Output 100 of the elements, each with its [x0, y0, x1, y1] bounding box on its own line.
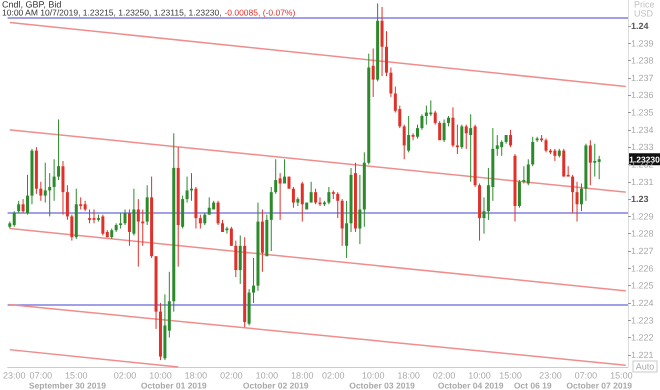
y-tick-label: 1.229	[631, 211, 654, 222]
candlestick	[314, 188, 318, 205]
candlestick	[580, 183, 583, 212]
candlestick	[186, 176, 189, 204]
y-tick-label: 1.238	[631, 56, 654, 66]
text: Oct 06 19	[514, 380, 552, 390]
text: October 04 2019	[438, 380, 504, 390]
text: October 02 2019	[242, 380, 309, 390]
candlestick	[464, 124, 468, 150]
y-tick-label: 1.24	[631, 20, 649, 31]
candlestick	[336, 192, 340, 219]
candlestick	[389, 67, 392, 98]
candlestick	[26, 174, 30, 216]
text: 10:00 AM 10/7/2019, 1.23215, 1.23250, 1.23115, 1.23230, -0.00085, (-0.07%)	[2, 8, 296, 18]
candlestick	[124, 208, 127, 226]
candlestick	[576, 181, 579, 222]
y-tick-label: 1.234	[631, 124, 654, 135]
candlestick	[278, 172, 282, 220]
candlestick	[39, 181, 42, 202]
x-tick-label: 18:00	[184, 370, 208, 380]
candlestick	[345, 200, 348, 258]
candlestick	[136, 198, 140, 268]
candlestick	[283, 158, 286, 184]
y-tick-label: 1.221	[631, 350, 654, 360]
candlestick	[88, 208, 92, 224]
candlestick	[544, 138, 548, 153]
x-tick-label: 07:00	[30, 370, 52, 380]
x-tick-label: 10:00	[256, 370, 278, 380]
candlestick	[438, 120, 442, 141]
candlestick	[416, 124, 420, 139]
text: October 07 2019	[566, 380, 632, 390]
text: Auto	[636, 362, 654, 372]
chart-title: Cndl, GBP, Bid	[2, 0, 62, 10]
y-tick-label: 1.228	[631, 228, 654, 239]
candlestick	[44, 162, 47, 204]
candlestick	[434, 110, 437, 126]
candlestick	[496, 134, 499, 156]
y-tick-label: 1.23	[631, 194, 649, 204]
y-tick-label: 1.226	[631, 263, 654, 274]
y-tick-label: 1.237	[631, 72, 654, 83]
candlestick	[208, 196, 211, 216]
candlestick	[221, 219, 224, 232]
candlestick	[407, 115, 410, 153]
candlestick	[526, 158, 530, 186]
candlestick	[598, 155, 601, 180]
x-tick-label: 10:00	[468, 370, 491, 380]
x-tick-label: 02:00	[220, 370, 243, 380]
x-tick-label: 07:00	[574, 370, 598, 380]
candlestick	[110, 228, 114, 240]
candlestick	[22, 198, 25, 214]
candlestick	[216, 200, 220, 226]
y-tick-label: 1.222	[631, 332, 654, 343]
candlestick	[230, 226, 233, 246]
candlestick	[292, 186, 295, 208]
candlestick	[588, 140, 592, 186]
text: October 03 2019	[349, 380, 416, 390]
y-tick-label: 1.223	[631, 315, 654, 326]
candlestick	[52, 158, 56, 202]
candlestick	[571, 174, 574, 214]
candlestick	[128, 208, 131, 246]
y-tick-label: 1.236	[631, 90, 654, 100]
candlestick	[509, 129, 512, 148]
candlestick	[17, 200, 20, 214]
candlestick	[482, 196, 486, 234]
candlestick	[460, 124, 464, 150]
y-tick-label: 1.224	[631, 298, 654, 308]
y-tick-label: 1.227	[631, 246, 654, 256]
candlestick	[531, 136, 534, 167]
candlestick	[442, 118, 446, 142]
x-tick-label: 02:00	[114, 370, 136, 380]
candlestick	[252, 257, 256, 304]
candlestick	[553, 148, 556, 162]
x-tick-label: 02:00	[322, 370, 345, 380]
candlestick	[190, 172, 193, 202]
candlestick	[500, 140, 504, 156]
candlestick	[469, 114, 472, 182]
x-tick-label: 23:00	[2, 370, 26, 380]
x-tick-label: 15:00	[499, 370, 522, 380]
candlestick	[274, 158, 278, 194]
candlestick	[420, 114, 424, 130]
x-tick-label: 15:00	[610, 370, 633, 380]
candlestick	[372, 48, 375, 98]
y-tick-label: 1.233	[631, 142, 654, 152]
candlestick	[12, 210, 16, 228]
y-tick-label: 1.225	[631, 280, 654, 291]
y-tick-label: 1.235	[631, 108, 654, 118]
x-tick-label: 02:00	[432, 370, 456, 380]
text: October 01 2019	[140, 380, 207, 390]
x-tick-label: 15:00	[65, 370, 88, 380]
candlestick	[70, 214, 74, 242]
candlestick	[402, 124, 406, 160]
x-tick-label: 10:00	[149, 370, 172, 380]
candlestick	[429, 100, 432, 116]
candlestick	[57, 118, 60, 181]
x-tick-label: 23:00	[539, 370, 562, 380]
x-tick-label: 18:00	[291, 370, 314, 380]
candlestick	[447, 115, 450, 127]
candlestick	[141, 208, 144, 246]
candlestick	[198, 214, 202, 230]
x-tick-label: 18:00	[397, 370, 420, 380]
